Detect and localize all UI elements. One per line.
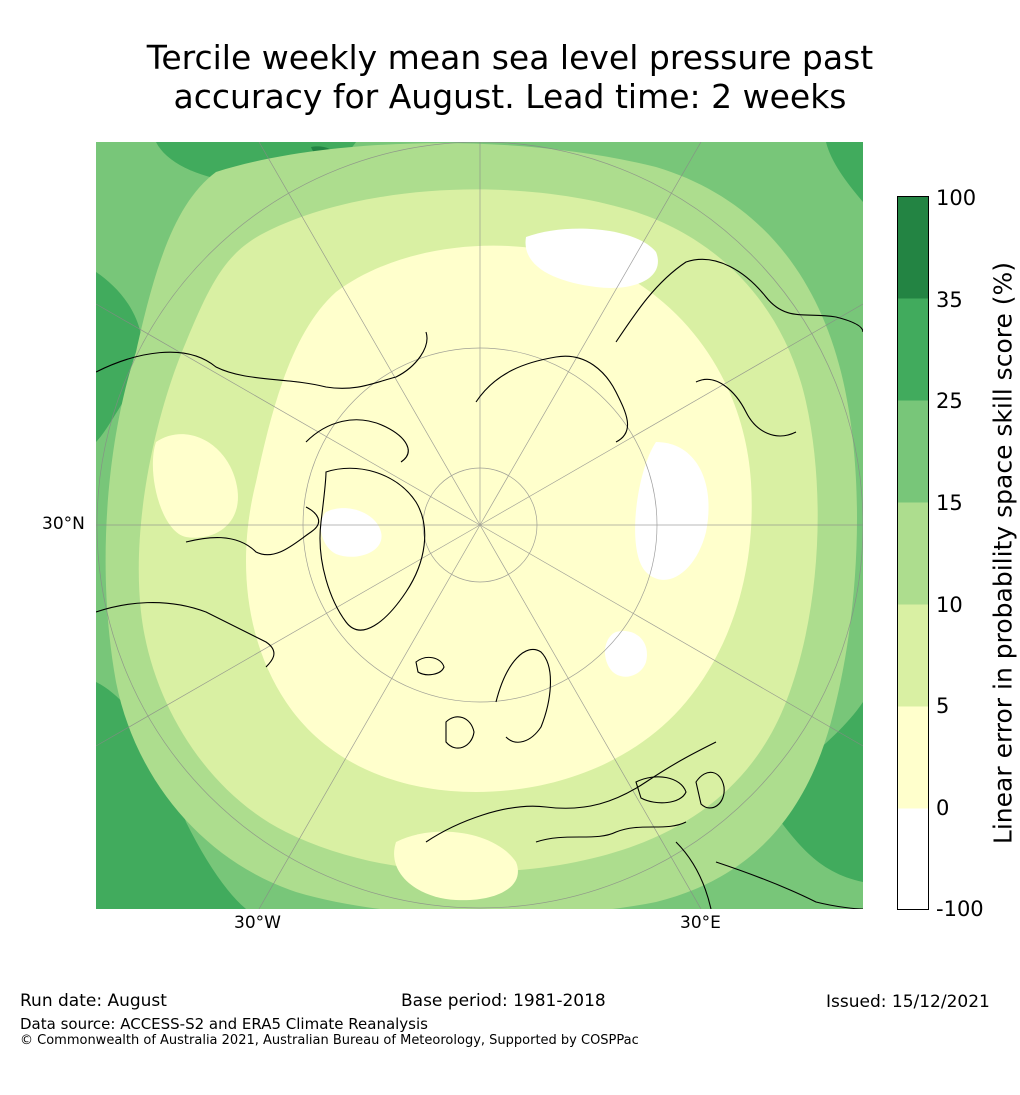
colorbar-segment-10-15 <box>897 502 929 605</box>
negative-region-4 <box>604 631 647 677</box>
coast-mediterranean <box>535 821 687 843</box>
colorbar-segment-35-100 <box>897 196 929 299</box>
band-0-5-lobe <box>152 434 238 538</box>
colorbar-segment-25-35 <box>897 298 929 401</box>
region-25-35-nw <box>96 272 143 442</box>
colorbar-tick-35: 35 <box>936 288 963 312</box>
coastlines <box>96 258 863 909</box>
coast-hudson <box>185 506 320 556</box>
coast-europe <box>425 741 717 843</box>
coast-black-sea <box>635 776 687 804</box>
coast-british-isles <box>445 716 475 749</box>
band-0-5-lobe-south <box>394 831 518 901</box>
colorbar-tick-15: 15 <box>936 491 963 515</box>
colorbar-segment-0-5 <box>897 706 929 809</box>
coast-arabia <box>675 841 712 909</box>
coast-iceland <box>415 656 445 676</box>
base-period: Base period: 1981-2018 <box>401 991 606 1011</box>
coast-siberia-north <box>475 355 629 443</box>
colorbar-tick-25: 25 <box>936 389 963 413</box>
region-25-35-se <box>766 702 863 882</box>
colorbar-tick-0: 0 <box>936 796 950 820</box>
skill-score-map <box>96 142 863 909</box>
data-source: Data source: ACCESS-S2 and ERA5 Climate … <box>20 1015 428 1033</box>
coast-scandinavia <box>495 648 551 743</box>
colorbar-tick-10: 10 <box>936 593 963 617</box>
title-line-1: Tercile weekly mean sea level pressure p… <box>146 38 874 77</box>
title-line-2: accuracy for August. Lead time: 2 weeks <box>173 77 847 116</box>
colorbar-tick-5: 5 <box>936 694 950 718</box>
coast-caspian <box>695 771 725 809</box>
colorbar-segment-5-10 <box>897 604 929 707</box>
negative-region-3 <box>320 508 382 557</box>
graticule <box>96 142 863 909</box>
colorbar-segment-15-25 <box>897 400 929 503</box>
coast-north-america <box>96 331 428 389</box>
negative-region-2 <box>635 442 709 580</box>
colorbar <box>897 196 929 910</box>
chart-title: Tercile weekly mean sea level pressure p… <box>0 38 1020 116</box>
colorbar-label: Linear error in probability space skill … <box>988 261 1018 845</box>
colorbar-tick-100: 100 <box>936 186 977 210</box>
longitude-label-30e: 30°E <box>680 913 721 933</box>
coast-okhotsk <box>695 378 797 437</box>
coast-asia-south <box>715 861 863 909</box>
copyright: © Commonwealth of Australia 2021, Austra… <box>20 1033 639 1048</box>
coast-greenland <box>319 467 426 631</box>
colorbar-segment-minus100-0 <box>897 808 929 910</box>
issued-date: Issued: 15/12/2021 <box>826 992 990 1012</box>
negative-region-1 <box>525 228 658 288</box>
longitude-label-30w: 30°W <box>234 913 281 933</box>
run-date: Run date: August <box>20 991 167 1011</box>
region-25-35-ne <box>826 142 863 202</box>
latitude-label-30n: 30°N <box>42 514 85 534</box>
coast-russia-east <box>615 258 863 343</box>
coast-alaska <box>96 601 275 668</box>
colorbar-tick-minus100: -100 <box>936 897 984 921</box>
coast-canadian-arctic <box>305 419 409 463</box>
